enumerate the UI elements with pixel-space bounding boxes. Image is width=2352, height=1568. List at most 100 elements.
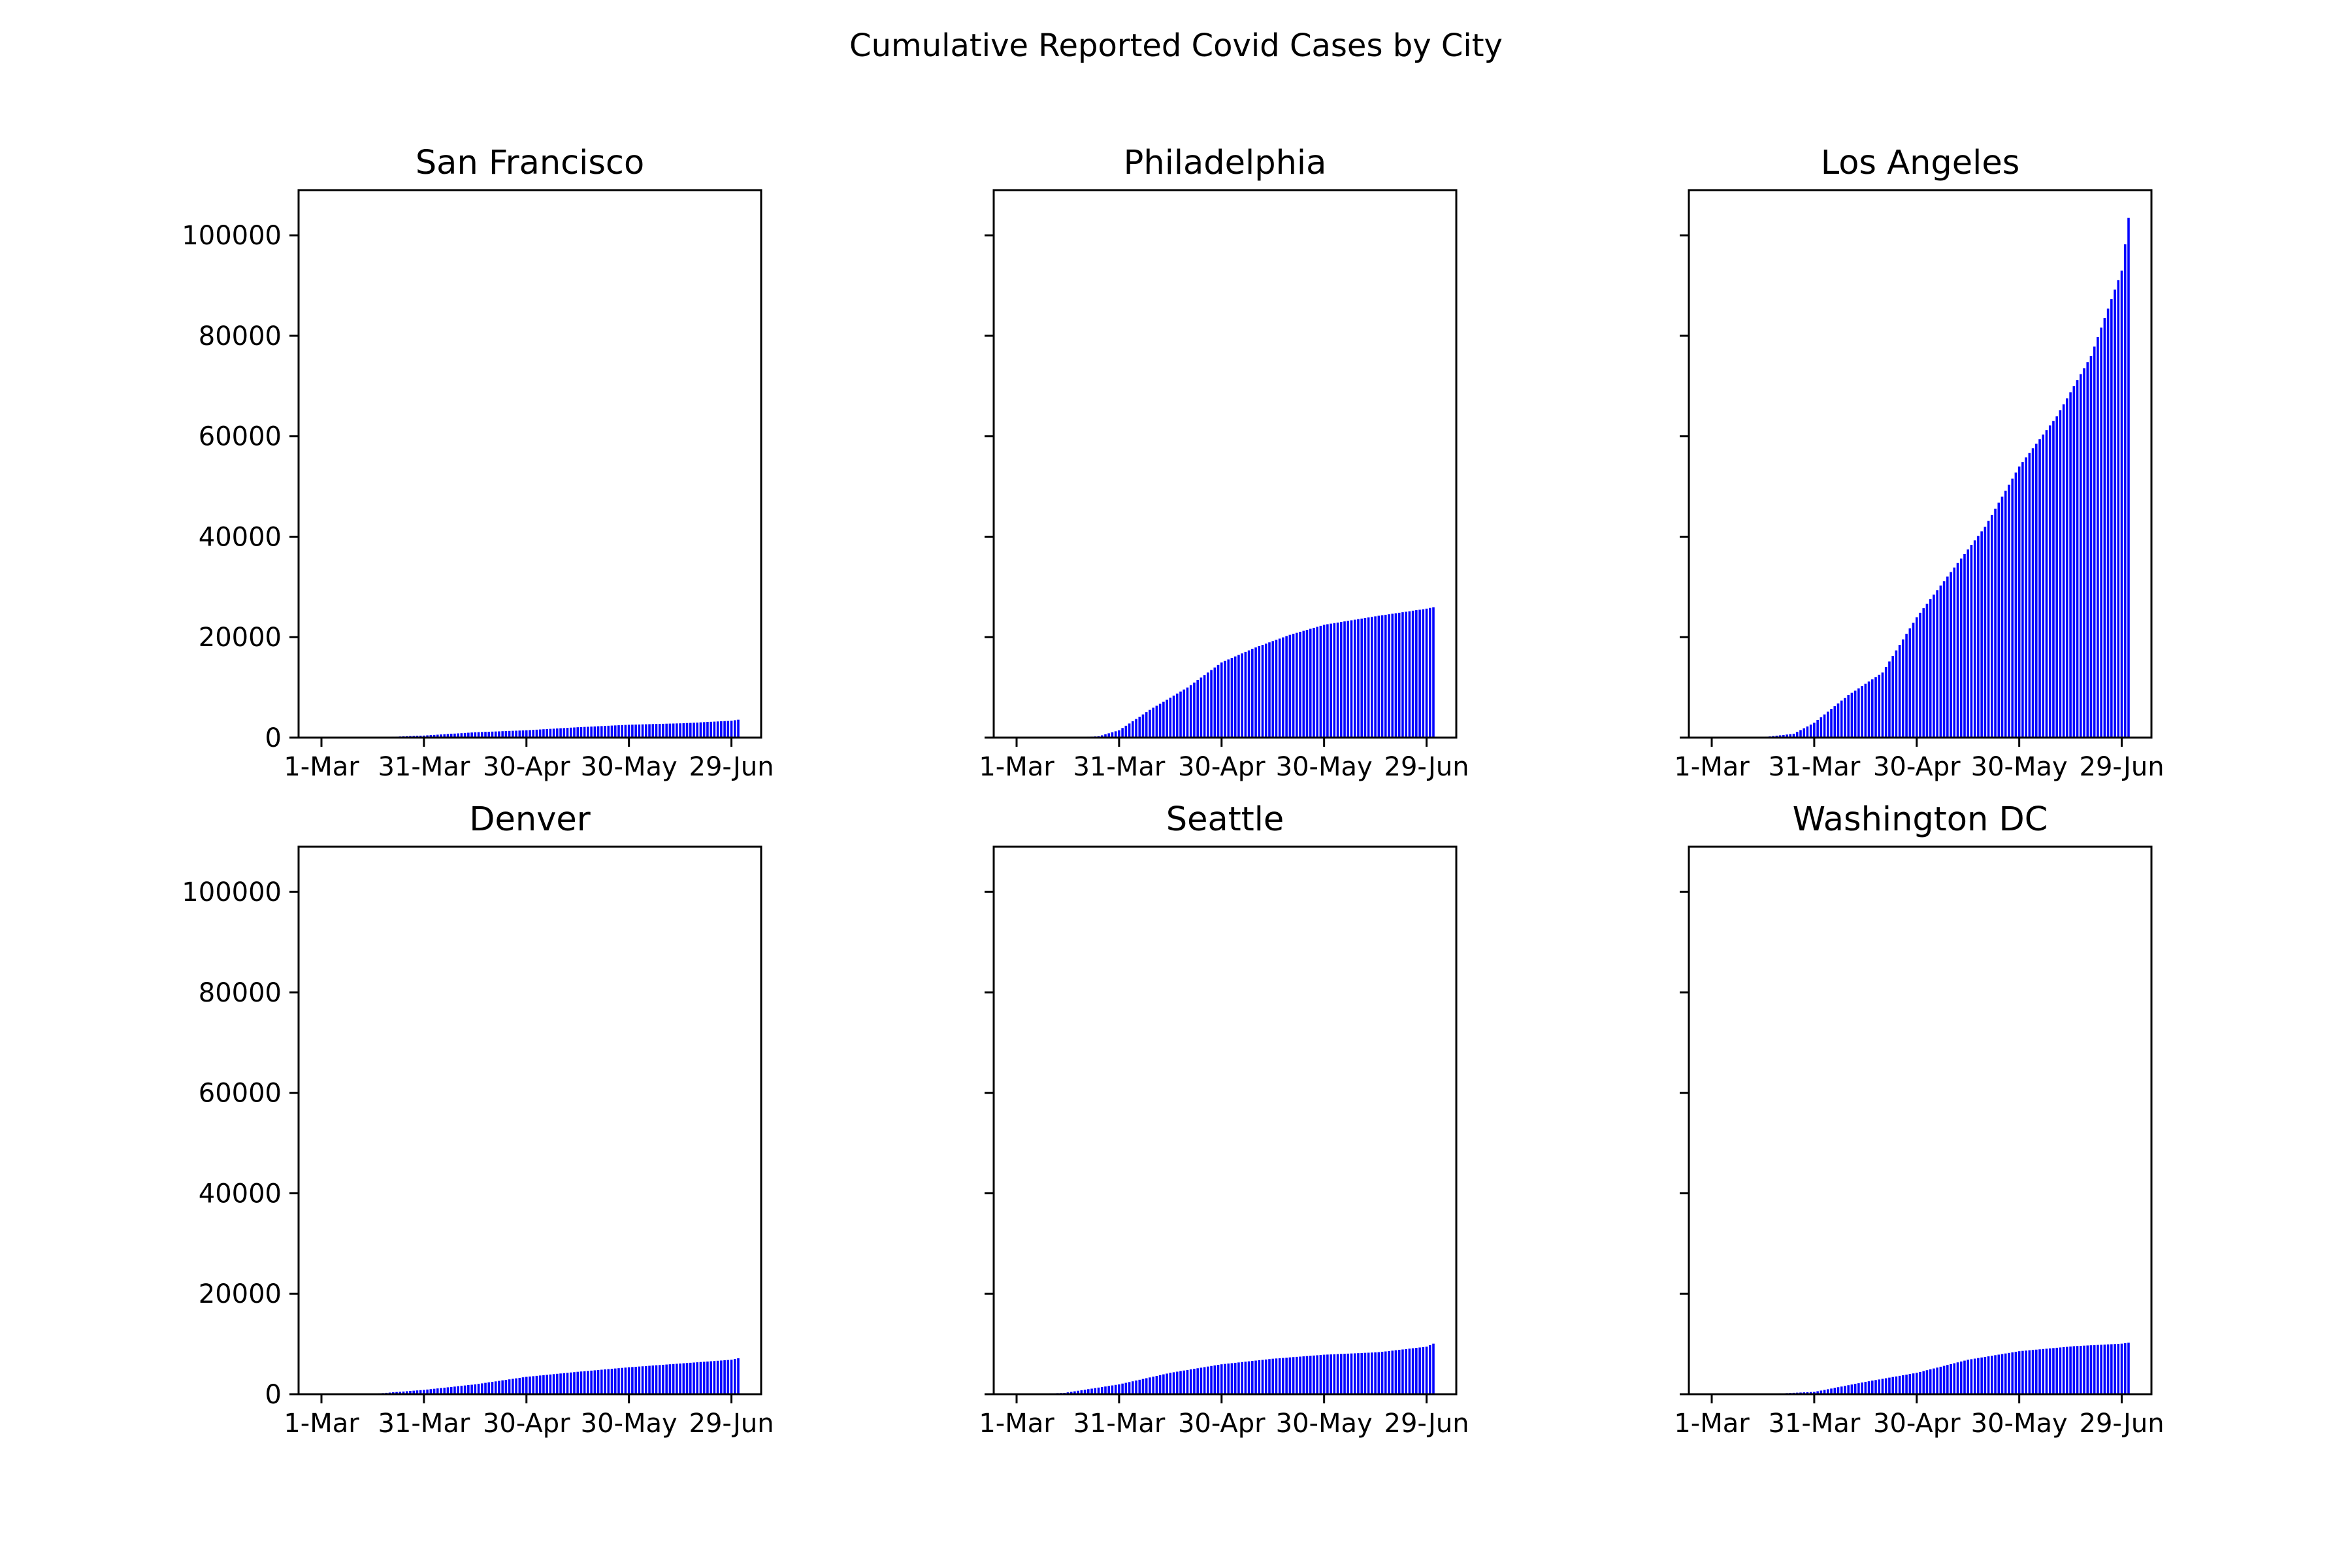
bar-denver: [542, 1375, 546, 1395]
bar-seattle: [1353, 1352, 1357, 1395]
bar-san-francisco: [730, 720, 733, 738]
bar-philadelphia: [1264, 643, 1268, 738]
bar-denver: [497, 1380, 501, 1395]
bar-denver: [719, 1360, 723, 1395]
axes-frame-seattle: [992, 845, 1458, 1396]
bar-washington-dc: [1874, 1379, 1878, 1395]
bar-los-angeles: [1874, 676, 1878, 738]
bar-los-angeles: [1921, 608, 1925, 738]
bar-denver: [681, 1363, 685, 1395]
axes-san-francisco: 1-Mar 31-Mar 30-Apr 30-May 29-Jun 0 20000 40000…: [182, 189, 774, 782]
bar-san-francisco: [517, 730, 521, 738]
bar-washington-dc: [1987, 1356, 1990, 1395]
bar-washington-dc: [1867, 1380, 1870, 1395]
bar-washington-dc: [2110, 1343, 2114, 1395]
bar-washington-dc: [1870, 1380, 1874, 1395]
bar-seattle: [1103, 1386, 1107, 1395]
bar-washington-dc: [1925, 1369, 1929, 1395]
bar-denver: [545, 1374, 549, 1395]
bar-seattle: [1288, 1357, 1292, 1395]
bar-san-francisco: [634, 724, 638, 738]
bar-philadelphia: [1196, 679, 1200, 738]
bar-los-angeles: [2051, 420, 2055, 738]
bar-seattle: [1151, 1376, 1155, 1395]
bar-washington-dc: [2076, 1345, 2079, 1395]
bar-denver: [730, 1359, 733, 1395]
bar-seattle: [1267, 1358, 1271, 1395]
bar-los-angeles: [2038, 438, 2042, 738]
bar-seattle: [1373, 1352, 1377, 1395]
bar-los-angeles: [1812, 722, 1816, 738]
bar-philadelphia: [1267, 642, 1271, 738]
bar-los-angeles: [2099, 327, 2103, 738]
bar-san-francisco: [583, 727, 587, 738]
bar-san-francisco: [617, 725, 621, 738]
bar-seattle: [1175, 1371, 1179, 1395]
subplot-title-philadelphia: Philadelphia: [1124, 144, 1327, 182]
bar-san-francisco: [531, 729, 535, 738]
bar-san-francisco: [685, 723, 689, 738]
bar-seattle: [1206, 1366, 1210, 1395]
bar-san-francisco: [726, 720, 730, 738]
subplot-title-seattle: Seattle: [1166, 800, 1284, 839]
bar-los-angeles: [2113, 289, 2117, 738]
bar-philadelphia: [1175, 693, 1179, 738]
bar-philadelphia: [1209, 669, 1213, 738]
bar-philadelphia: [1336, 622, 1339, 738]
bar-denver: [664, 1364, 668, 1395]
bar-los-angeles: [1884, 666, 1888, 738]
y-tick-label-denver: 0: [265, 1380, 282, 1410]
bar-los-angeles: [2065, 397, 2069, 738]
bar-philadelphia: [1411, 610, 1415, 738]
bar-seattle: [1189, 1369, 1193, 1395]
bar-denver: [473, 1384, 477, 1395]
bar-seattle: [1233, 1362, 1237, 1395]
bar-los-angeles: [1904, 633, 1908, 738]
bar-los-angeles: [2123, 244, 2127, 738]
bar-philadelphia: [1250, 648, 1254, 738]
y-tick-label-denver: 80000: [199, 978, 282, 1008]
bar-los-angeles: [2089, 355, 2093, 738]
x-tick-label-denver: 29-Jun: [689, 1409, 774, 1439]
axes-philadelphia: 1-Mar 31-Mar 30-Apr 30-May 29-Jun: [979, 189, 1469, 782]
bar-philadelphia: [1292, 633, 1295, 738]
bar-los-angeles: [1850, 692, 1854, 738]
bar-philadelphia: [1312, 627, 1316, 738]
bar-seattle: [1226, 1363, 1230, 1395]
bar-denver: [508, 1379, 512, 1395]
bar-denver: [555, 1373, 559, 1395]
bar-seattle: [1165, 1373, 1169, 1395]
bar-washington-dc: [1887, 1377, 1891, 1395]
bar-philadelphia: [1353, 619, 1357, 738]
bar-washington-dc: [2123, 1343, 2127, 1395]
bar-los-angeles: [1908, 628, 1912, 738]
bar-seattle: [1404, 1348, 1408, 1395]
bar-los-angeles: [1925, 603, 1929, 738]
bar-los-angeles: [1932, 594, 1936, 738]
bar-denver: [480, 1382, 484, 1395]
bar-san-francisco: [521, 730, 525, 738]
bar-philadelphia: [1339, 621, 1343, 738]
bar-san-francisco: [661, 723, 665, 738]
bar-washington-dc: [1973, 1358, 1977, 1395]
bar-seattle: [1196, 1367, 1200, 1395]
bar-san-francisco: [596, 726, 600, 738]
bar-denver: [689, 1362, 693, 1395]
bar-washington-dc: [1846, 1384, 1850, 1395]
bar-san-francisco: [535, 729, 538, 738]
bar-washington-dc: [2051, 1347, 2055, 1395]
bar-los-angeles: [2093, 346, 2097, 738]
bar-los-angeles: [1840, 700, 1844, 738]
bar-washington-dc: [1938, 1366, 1942, 1395]
bar-los-angeles: [1959, 558, 1963, 738]
bar-los-angeles: [1938, 585, 1942, 738]
bar-san-francisco: [514, 730, 518, 738]
bar-philadelphia: [1223, 661, 1227, 738]
bar-denver: [692, 1362, 696, 1395]
x-tick-label-denver: 30-May: [581, 1409, 678, 1439]
bar-philadelphia: [1124, 725, 1128, 738]
bar-denver: [713, 1360, 716, 1395]
bar-san-francisco: [678, 723, 682, 738]
bar-denver: [576, 1371, 580, 1395]
